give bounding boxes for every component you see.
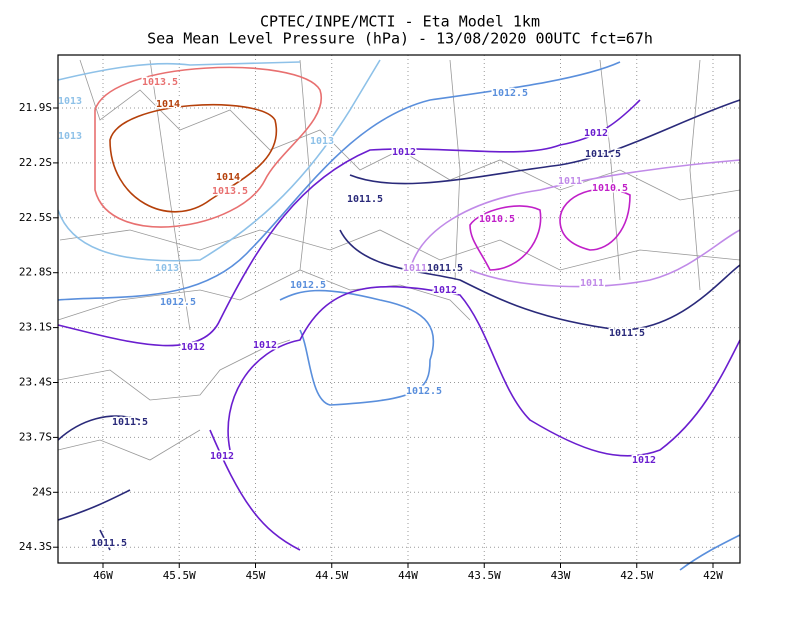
contour-label: 1012 [584, 128, 608, 139]
contour-label: 1011 [580, 278, 604, 289]
contour-label: 1011.5 [609, 328, 645, 339]
contour-label: 1012.5 [492, 88, 528, 99]
lon-label: 45W [246, 569, 266, 582]
contour-label: 1011.5 [585, 149, 621, 160]
contour-label: 1013.5 [212, 186, 248, 197]
lon-label: 42.5W [620, 569, 653, 582]
contour-label: 1014 [156, 99, 180, 110]
lat-label: 23.4S [19, 376, 52, 389]
lat-label: 22.8S [19, 266, 52, 279]
contour-label: 1013.5 [142, 77, 178, 88]
lon-label: 42W [703, 569, 723, 582]
title: CPTEC/INPE/MCTI - Eta Model 1km [260, 13, 540, 31]
lon-label: 45.5W [163, 569, 196, 582]
contour-label: 1013 [310, 136, 334, 147]
lon-label: 43.5W [468, 569, 501, 582]
boundaries [57, 59, 741, 461]
contour-label: 1011.5 [112, 417, 148, 428]
lon-label: 44W [398, 569, 418, 582]
contour-label: 1013 [58, 96, 82, 107]
contour-label: 1012 [632, 455, 656, 466]
contour-label: 1012.5 [406, 386, 442, 397]
contour-label: 1012 [433, 285, 457, 296]
contour-label: 1012 [181, 342, 205, 353]
contour-labels: 1013.5 1014 1013 1013 1013 1014 1013.5 1… [56, 76, 657, 551]
lat-label: 23.1S [19, 321, 52, 334]
contours [57, 59, 741, 571]
lat-label: 21.9S [19, 101, 52, 114]
contour-label: 1011 [558, 176, 582, 187]
contour-label: 1012 [253, 340, 277, 351]
contour-label: 1011.5 [347, 194, 383, 205]
contour-label: 1010.5 [592, 183, 628, 194]
lat-label: 22.5S [19, 211, 52, 224]
lat-label: 22.2S [19, 156, 52, 169]
map-frame [57, 54, 741, 564]
contour-label: 1013 [58, 131, 82, 142]
contour-label: 1011 [403, 263, 427, 274]
lon-label: 43W [551, 569, 571, 582]
contour-label: 1014 [216, 172, 240, 183]
lon-label: 46W [93, 569, 113, 582]
contour-label: 1013 [155, 263, 179, 274]
contour-label: 1012.5 [160, 297, 196, 308]
grid [53, 55, 740, 568]
subtitle: Sea Mean Level Pressure (hPa) - 13/08/20… [147, 30, 653, 48]
lat-label: 24.3S [19, 540, 52, 553]
contour-label: 1012 [210, 451, 234, 462]
lon-label: 44.5W [315, 569, 348, 582]
lat-label: 24S [32, 485, 52, 498]
contour-label: 1011.5 [427, 263, 463, 274]
contour-label: 1010.5 [479, 214, 515, 225]
contour-label: 1011.5 [91, 538, 127, 549]
lat-label: 23.7S [19, 430, 52, 443]
contour-label: 1012.5 [290, 280, 326, 291]
contour-label: 1012 [392, 147, 416, 158]
